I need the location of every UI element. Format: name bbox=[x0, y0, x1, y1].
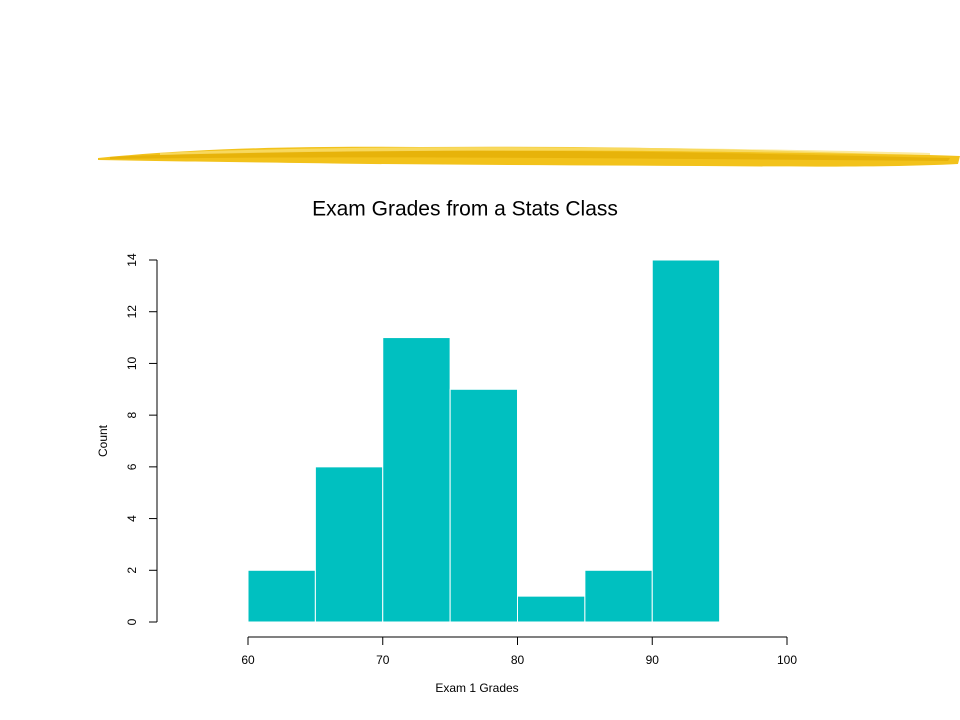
y-tick-label: 14 bbox=[125, 253, 139, 267]
y-axis-label: Count bbox=[96, 424, 110, 457]
x-axis-label: Exam 1 Grades bbox=[435, 681, 518, 695]
x-tick-label: 80 bbox=[511, 653, 525, 667]
y-tick-label: 0 bbox=[125, 618, 139, 625]
bar bbox=[584, 569, 653, 623]
y-tick-label: 12 bbox=[125, 305, 139, 319]
bar bbox=[517, 595, 586, 623]
brush-stroke bbox=[98, 146, 960, 167]
y-tick-label: 4 bbox=[125, 515, 139, 522]
x-tick-label: 70 bbox=[376, 653, 390, 667]
bar bbox=[651, 259, 721, 623]
y-tick-label: 6 bbox=[125, 463, 139, 470]
bar bbox=[314, 466, 384, 623]
x-tick-label: 90 bbox=[646, 653, 660, 667]
x-tick-label: 60 bbox=[241, 653, 255, 667]
y-tick-label: 2 bbox=[125, 567, 139, 574]
y-tick-label: 10 bbox=[125, 356, 139, 370]
bar bbox=[247, 569, 316, 623]
chart-title: Exam Grades from a Stats Class bbox=[312, 198, 618, 221]
bar bbox=[382, 337, 451, 623]
bar bbox=[449, 388, 518, 623]
y-tick-label: 8 bbox=[125, 411, 139, 418]
x-tick-label: 100 bbox=[777, 653, 797, 667]
